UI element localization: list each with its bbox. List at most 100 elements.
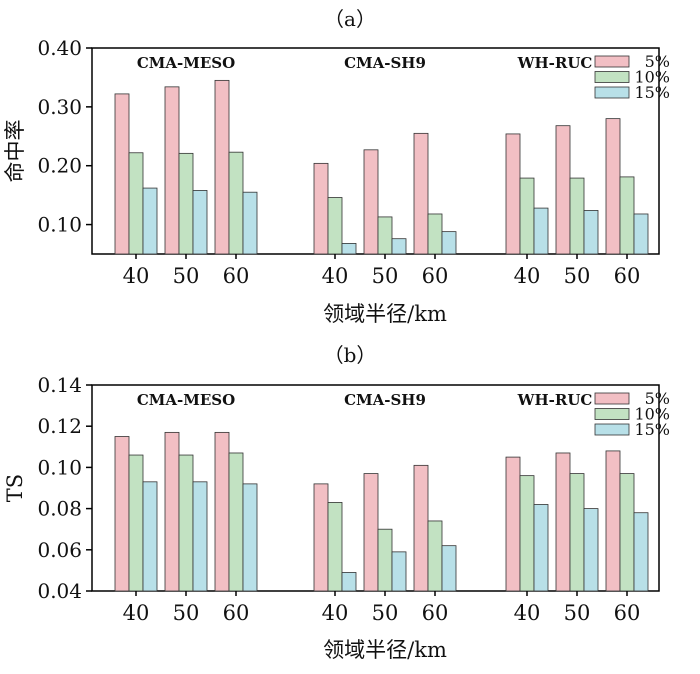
bar: [413, 132, 429, 255]
bar: [633, 213, 649, 255]
y-tick-label: 0.06: [37, 538, 82, 562]
group-label: CMA-MESO: [137, 54, 235, 72]
bar: [519, 177, 535, 255]
bar: [363, 149, 379, 255]
legend-swatch: [594, 86, 630, 99]
bar: [441, 231, 457, 255]
x-tick-label: 50: [564, 601, 591, 625]
bar: [377, 528, 393, 592]
y-tick-label: 0.30: [37, 95, 82, 119]
group-labels: CMA-MESO CMA-SH9 WH-RUC: [137, 54, 593, 72]
bar: [427, 520, 443, 592]
x-tick-label: 60: [223, 601, 250, 625]
bar: [427, 213, 443, 255]
group-label: WH-RUC: [517, 391, 593, 409]
x-tick-label: 40: [123, 264, 150, 288]
legend: 5%10%15%: [594, 389, 670, 439]
bar: [555, 125, 571, 255]
bar: [214, 431, 230, 592]
legend-swatch: [594, 408, 630, 420]
bar: [341, 243, 357, 255]
bar: [192, 190, 208, 255]
y-tick-label: 0.04: [37, 579, 82, 603]
y-axis-title: 命中率: [3, 120, 27, 183]
x-axis-title: 领域半径/km: [323, 302, 447, 326]
x-tick-label: 50: [372, 264, 399, 288]
y-axis: 0.04 0.06 0.08 0.10 0.12 0.14: [37, 373, 92, 603]
y-axis: 0.10 0.20 0.30 0.40: [37, 36, 92, 237]
bar: [313, 162, 329, 255]
bar: [505, 456, 521, 592]
legend-swatch: [594, 71, 630, 83]
bars: [114, 79, 649, 255]
x-tick-label: 40: [322, 601, 349, 625]
bar: [313, 483, 329, 592]
x-tick-label: 40: [514, 601, 541, 625]
y-axis-title: TS: [3, 474, 27, 502]
group-label: WH-RUC: [517, 54, 593, 72]
panel-b: （b） 0.04 0.06 0.08 0.10 0.12 0.14 40 50 60 40 50 6…: [3, 343, 670, 662]
bar: [533, 207, 549, 255]
x-tick-label: 60: [614, 264, 641, 288]
bar: [619, 473, 635, 592]
bar: [569, 177, 585, 255]
bar: [142, 187, 158, 255]
x-tick-label: 50: [173, 601, 200, 625]
bar: [569, 473, 585, 592]
x-tick-label: 40: [322, 264, 349, 288]
bar: [128, 152, 144, 255]
bar: [377, 216, 393, 255]
legend-label: 5%: [645, 52, 670, 71]
bar: [242, 483, 258, 592]
bar: [413, 464, 429, 592]
bar: [533, 504, 549, 592]
bar: [164, 86, 180, 255]
bar: [505, 133, 521, 255]
bars: [114, 431, 649, 592]
bar: [341, 572, 357, 592]
legend-label: 10%: [634, 68, 670, 87]
bar: [178, 454, 194, 592]
x-tick-label: 40: [123, 601, 150, 625]
x-tick-label: 60: [422, 264, 449, 288]
bar: [391, 238, 407, 255]
bar: [633, 512, 649, 592]
bar: [327, 197, 343, 255]
bar: [519, 475, 535, 592]
bar: [114, 93, 130, 255]
legend-label: 15%: [634, 83, 670, 102]
bar: [142, 481, 158, 592]
x-tick-label: 50: [564, 264, 591, 288]
bar: [178, 152, 194, 255]
bar: [114, 436, 130, 592]
y-tick-label: 0.14: [37, 373, 82, 397]
bar: [391, 551, 407, 592]
group-labels: CMA-MESO CMA-SH9 WH-RUC: [137, 391, 593, 409]
y-tick-label: 0.08: [37, 497, 82, 521]
legend-label: 10%: [634, 405, 670, 424]
bar: [619, 176, 635, 255]
x-axis: 40 50 60 40 50 60 40 50 60: [123, 254, 641, 288]
x-tick-label: 40: [514, 264, 541, 288]
y-tick-label: 0.10: [37, 213, 82, 237]
bar: [228, 151, 244, 255]
bar: [605, 450, 621, 592]
bar: [128, 454, 144, 592]
legend-swatch: [594, 55, 630, 68]
bar: [242, 191, 258, 255]
x-tick-label: 60: [223, 264, 250, 288]
bar: [327, 502, 343, 592]
x-axis: 40 50 60 40 50 60 40 50 60: [123, 591, 640, 625]
group-label: CMA-SH9: [344, 54, 426, 72]
x-tick-label: 50: [173, 264, 200, 288]
bar: [164, 431, 180, 592]
bar: [228, 452, 244, 592]
legend-label: 15%: [634, 420, 670, 439]
bar: [583, 210, 599, 255]
bar: [363, 473, 379, 592]
x-tick-label: 50: [372, 601, 399, 625]
x-axis-title: 领域半径/km: [323, 638, 447, 662]
panel-a: （a） 0.100.200.300.40 40 50 60 40 50 60 40 50 60 …: [3, 7, 670, 326]
bar: [605, 118, 621, 255]
